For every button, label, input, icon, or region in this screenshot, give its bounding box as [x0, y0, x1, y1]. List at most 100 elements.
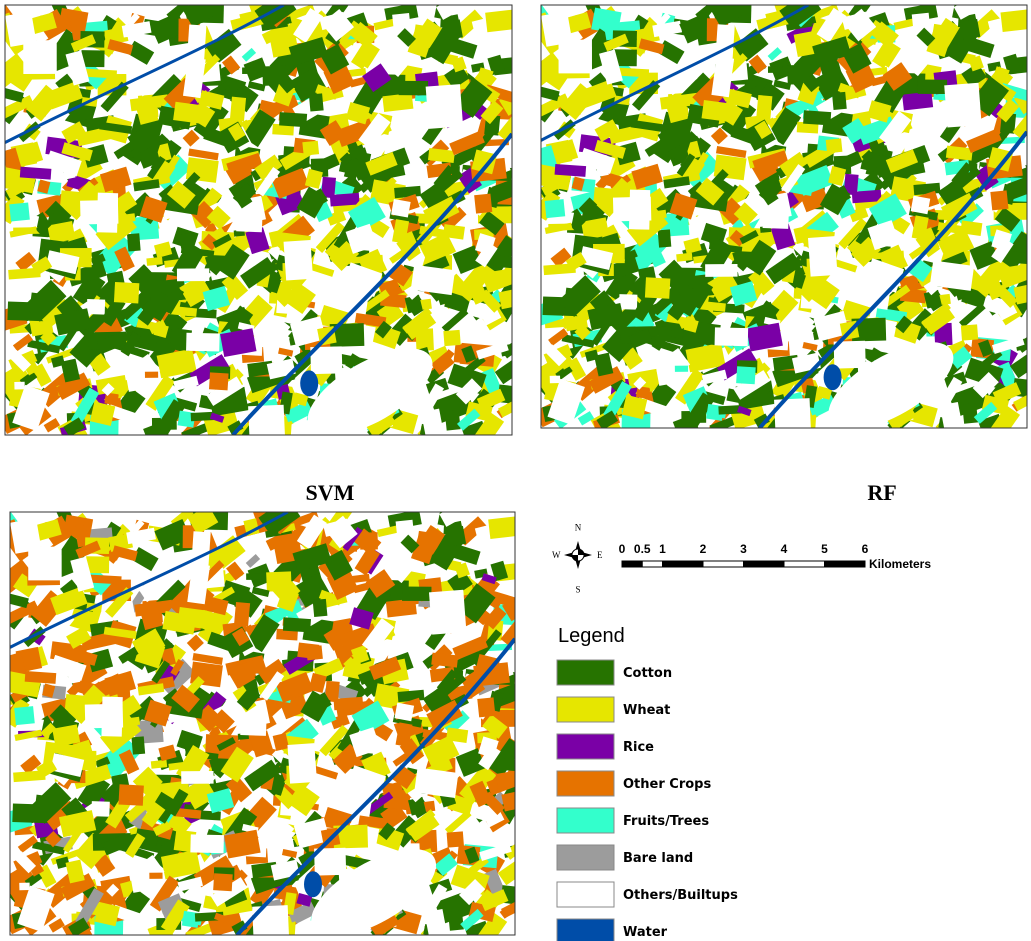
pond [300, 370, 318, 396]
field [675, 366, 688, 372]
field [9, 202, 30, 221]
builtup-area [763, 207, 789, 229]
field [209, 372, 229, 390]
scale-label: 0 [619, 542, 626, 556]
field [1008, 251, 1031, 265]
scale-segment [703, 561, 744, 567]
field [234, 602, 250, 627]
field [990, 190, 1008, 210]
field [918, 79, 947, 94]
field [961, 324, 978, 340]
legend-label: Others/Builtups [623, 888, 738, 903]
field [402, 586, 431, 601]
builtup-area [80, 200, 118, 225]
field [545, 199, 566, 218]
classified-map [526, 0, 1031, 447]
scale-label: 0.5 [634, 542, 651, 556]
field [283, 617, 311, 632]
field [114, 282, 139, 304]
scale-label: 4 [781, 542, 788, 556]
legend-swatch [557, 697, 614, 722]
scale-segment [622, 561, 642, 567]
builtup-area [23, 40, 56, 74]
field [756, 95, 772, 120]
field [334, 697, 364, 711]
field [498, 289, 519, 309]
panel-label: SVM [306, 480, 355, 505]
field [386, 598, 417, 617]
builtup-area [287, 743, 317, 784]
field [826, 138, 843, 153]
field [309, 93, 324, 111]
legend-swatch [557, 845, 614, 870]
field [391, 199, 411, 218]
field [488, 515, 527, 539]
field [550, 376, 561, 384]
field [443, 19, 463, 40]
field [443, 330, 460, 346]
field [127, 233, 141, 251]
legend-label: Bare land [623, 851, 693, 866]
field [768, 66, 783, 73]
legend-label: Wheat [623, 703, 670, 718]
legend-label: Rice [623, 740, 654, 755]
field [474, 194, 492, 214]
builtup-area [190, 834, 224, 853]
field [447, 831, 464, 847]
field [493, 256, 526, 270]
field [448, 910, 464, 931]
field [149, 873, 162, 879]
field [446, 526, 466, 547]
compass-w: W [552, 550, 561, 560]
field [913, 183, 940, 195]
pond [304, 871, 322, 897]
scale-label: 2 [700, 542, 707, 556]
builtup-area [240, 714, 266, 736]
builtup-area [715, 327, 749, 346]
field [399, 81, 428, 96]
legend-swatch [557, 771, 614, 796]
field [242, 67, 257, 74]
scale-label: 3 [740, 542, 747, 556]
field [394, 186, 421, 198]
field [213, 873, 233, 891]
compass-s: S [575, 584, 580, 594]
classified-map [0, 0, 530, 454]
scale-segment [784, 561, 825, 567]
field [396, 520, 415, 541]
field [705, 264, 737, 277]
field [911, 196, 931, 215]
figure: SVM RF N S E W 00.5123456Kilometers Lege… [0, 0, 1031, 941]
field [912, 13, 931, 34]
field [445, 410, 461, 431]
field [279, 112, 307, 127]
legend: CottonWheatRiceOther CropsFruits/TreesBa… [557, 660, 738, 941]
field [173, 102, 203, 124]
compass: N S E W [552, 522, 603, 594]
field [658, 229, 672, 247]
field [645, 277, 670, 299]
field [181, 771, 213, 784]
classified-map [0, 498, 533, 941]
field [14, 382, 25, 390]
field [485, 9, 524, 33]
field [382, 93, 413, 112]
panel-label: RF [867, 480, 896, 505]
field [902, 91, 933, 110]
builtup-area [28, 547, 61, 581]
field [398, 690, 425, 702]
field [803, 110, 831, 125]
builtup-area [284, 240, 314, 281]
legend-swatch [557, 882, 614, 907]
builtup-area [186, 333, 220, 352]
pond [824, 364, 842, 390]
legend-label: Water [623, 925, 668, 940]
legend-swatch [557, 808, 614, 833]
field [145, 372, 158, 378]
legend-label: Other Crops [623, 777, 711, 792]
builtup-area [426, 84, 463, 129]
field [555, 164, 587, 177]
legend-swatch [557, 919, 614, 941]
scale-label: 5 [821, 542, 828, 556]
field [19, 883, 30, 891]
